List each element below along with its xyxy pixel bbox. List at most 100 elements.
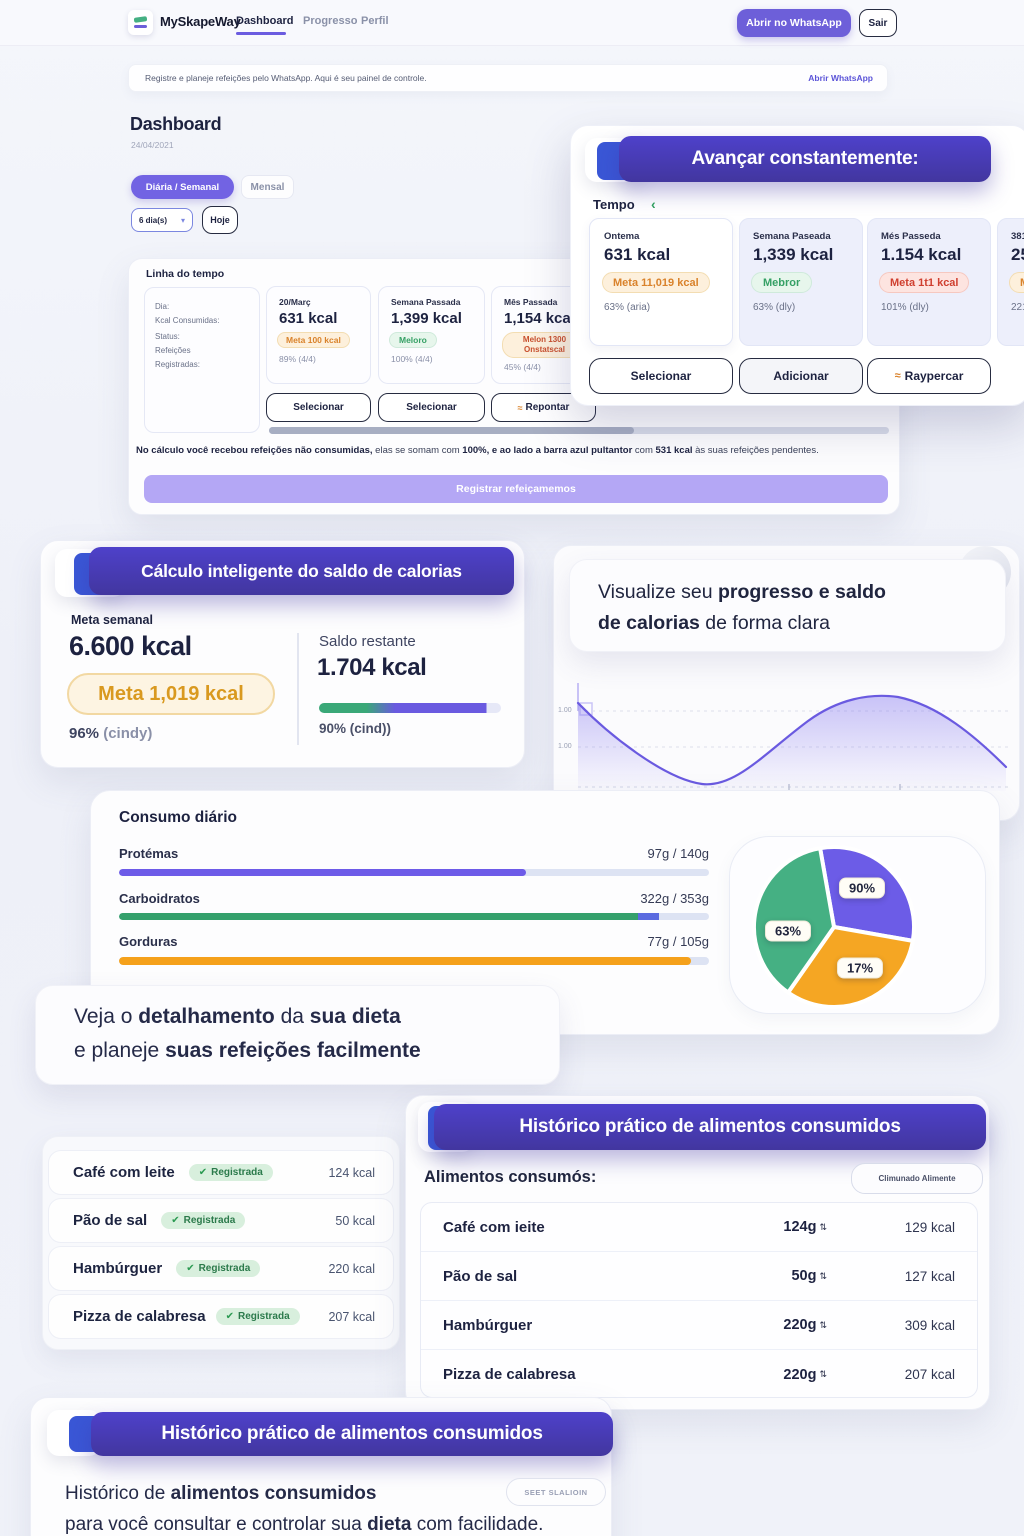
chevron-down-icon: ▾ [180,215,185,225]
table-row[interactable]: Pão de sal 50g ⇅ 127 kcal [421,1252,977,1301]
meta-semanal-value: 6.600 kcal [69,631,192,661]
sort-amount-icon[interactable]: ⇅ [819,1270,827,1281]
table-row[interactable]: Hambúrguer 220g ⇅ 309 kcal [421,1301,977,1350]
popup-day-card[interactable]: 381 25 M 221 [997,218,1024,346]
sort-amount-icon[interactable]: ⇅ [819,1369,827,1379]
macro-bar-carboidratos [119,913,709,920]
register-meals-button[interactable]: Registrar refeiçamemos [144,475,888,503]
y-axis-tick-2: 1.00 [558,743,572,750]
popup-card-title: Ontema [604,231,640,242]
popup-report-button[interactable]: ≈ Raypercar [867,358,991,394]
whatsapp-button[interactable]: Abrir no WhatsApp [737,9,851,37]
row-amount: 220g [783,1366,817,1383]
whatsapp-banner: Registre e planeje refeições pelo WhatsA… [128,64,888,92]
popup-select-button[interactable]: Selecionar [589,358,733,394]
footer-text-line1: Histórico de alimentos consumidos [65,1483,377,1504]
timeline-day-card[interactable]: Semana Passada 1,399 kcal Meloro 100% (4… [378,286,485,384]
row-food-name: Pão de sal [443,1267,518,1285]
report-day-button[interactable]: ≈ Repontar [491,393,596,422]
meta-percent: 96% (cindy) [69,725,153,742]
select-day-button[interactable]: Selecionar [266,393,371,422]
today-button[interactable]: Hoje [202,206,238,234]
food-kcal: 220 kcal [328,1261,375,1276]
days-select-value: 6 dia(s) [139,215,168,225]
row-amount: 220g [783,1317,817,1333]
logout-button[interactable]: Sair [859,9,897,37]
popup-card-percent: 101% (dly) [881,302,929,313]
days-select[interactable]: 6 dia(s) ▾ [131,208,193,232]
row-food-name: Hambúrguer [443,1316,533,1334]
history-table: Café com ieite 124g ⇅ 129 kcal Pão de sa… [420,1202,978,1398]
period-toggle-button[interactable]: Diária / Semanal [131,175,234,199]
table-row[interactable]: Pizza de calabresa 220g ⇅ 207 kcal [421,1350,977,1397]
check-icon: ✔ [171,1215,180,1226]
row-amount: 50g [791,1268,817,1284]
add-food-button[interactable]: Climunado Alimente [851,1163,983,1194]
row-kcal: 309 kcal [904,1317,955,1333]
nav-tab-dashboard[interactable]: Dashboard [236,15,294,27]
app-logo-icon [128,10,153,35]
nav-tab-perfil[interactable]: Perfil [361,15,389,27]
banner-text: Registre e planeje refeições pelo WhatsA… [145,73,427,83]
popup-card-badge: Mebror [751,272,813,293]
popup-card-badge: Meta 1t1 kcal [879,272,970,293]
popup-day-card[interactable]: Ontema 631 kcal Meta 11,019 kcal 63% (ar… [589,218,733,346]
day-card-percent: 89% (4/4) [279,354,316,364]
food-list-item[interactable]: Pizza de calabresa ✔ Registrada 207 kcal [48,1294,394,1339]
saldo-card: Cálculo inteligente do saldo de calorias… [40,540,525,768]
nav-active-underline [236,32,286,35]
food-list-item[interactable]: Hambúrguer ✔ Registrada 220 kcal [48,1246,394,1291]
macro-label-carboidratos: Carboidratos [119,891,200,906]
day-card-title: 20/Març [279,297,311,307]
timeline-scrollbar-thumb[interactable] [269,427,634,434]
food-name: Pão de sal [73,1212,148,1229]
saldo-divider [297,633,299,745]
day-card-percent: 45% (4/4) [504,362,541,372]
sort-amount-icon[interactable]: ⇅ [819,1319,827,1330]
food-kcal: 50 kcal [335,1213,375,1228]
day-card-kcal: 631 kcal [279,310,338,327]
timeline-note: No cálculo você recebou refeições não co… [136,445,819,456]
macro-label-proteinas: Protémas [119,846,179,861]
popup-day-card[interactable]: Més Passeda 1.154 kcal Meta 1t1 kcal 101… [867,218,991,346]
timeline-scrollbar-track[interactable] [269,427,889,434]
check-icon: ✔ [198,1167,208,1178]
banner-link[interactable]: Abrir WhatsApp [808,73,873,83]
popup-add-button[interactable]: Adicionar [739,358,863,394]
footer-select-button[interactable]: SEET SLALIOIN [506,1478,606,1506]
food-list-item[interactable]: Café com leite ✔ Registrada 124 kcal [48,1150,394,1195]
chevron-left-icon[interactable]: ‹ [651,196,656,212]
timeline-title: Linha do tempo [146,268,225,280]
popup-day-card[interactable]: Semana Paseada 1,339 kcal Mebror 63% (dl… [739,218,863,346]
progress-popup: Avançar constantemente: Tempo ‹ Ontema 6… [570,125,1024,406]
pie-label-orange: 17% [836,957,884,979]
macro-value-proteinas: 97g / 140g [647,846,709,861]
check-icon: ✔ [186,1263,195,1274]
saldo-restante-label: Saldo restante [319,633,416,650]
sort-amount-icon[interactable]: ⇅ [819,1221,827,1232]
diet-bubble: Veja o detalhamento da sua dieta e plane… [35,985,560,1085]
brand-name: MySkapeWay [160,14,241,29]
progress-bubble: Visualize seu progresso e saldo de calor… [569,559,1006,652]
popup-card-kcal: 631 kcal [604,245,671,264]
report-icon: ≈ [894,370,901,382]
pie-label-green: 63% [764,920,812,942]
popup-card-kcal: 25 [1011,245,1024,264]
row-kcal: 127 kcal [904,1268,955,1284]
history-card: Histórico prático de alimentos consumido… [405,1095,990,1410]
legend-dia: Dia: [155,302,170,311]
row-food-name: Pizza de calabresa [443,1366,576,1383]
food-list-item[interactable]: Pão de sal ✔ Registrada 50 kcal [48,1198,394,1243]
monthly-button[interactable]: Mensal [241,175,294,199]
timeline-day-card[interactable]: 20/Març 631 kcal Meta 100 kcal 89% (4/4) [266,286,371,384]
popup-card-badge: M [1009,272,1024,293]
saldo-restante-value: 1.704 kcal [317,654,427,681]
page-date: 24/04/2021 [131,140,174,150]
popup-card-title: Semana Paseada [753,231,831,242]
select-day-button[interactable]: Selecionar [378,393,485,422]
popup-title: Avançar constantemente: [619,136,991,182]
nav-tab-progresso[interactable]: Progresso [303,15,358,27]
meta-badge: Meta 1,019 kcal [67,673,275,715]
table-row[interactable]: Café com ieite 124g ⇅ 129 kcal [421,1203,977,1252]
popup-card-title: 381 [1011,231,1024,242]
